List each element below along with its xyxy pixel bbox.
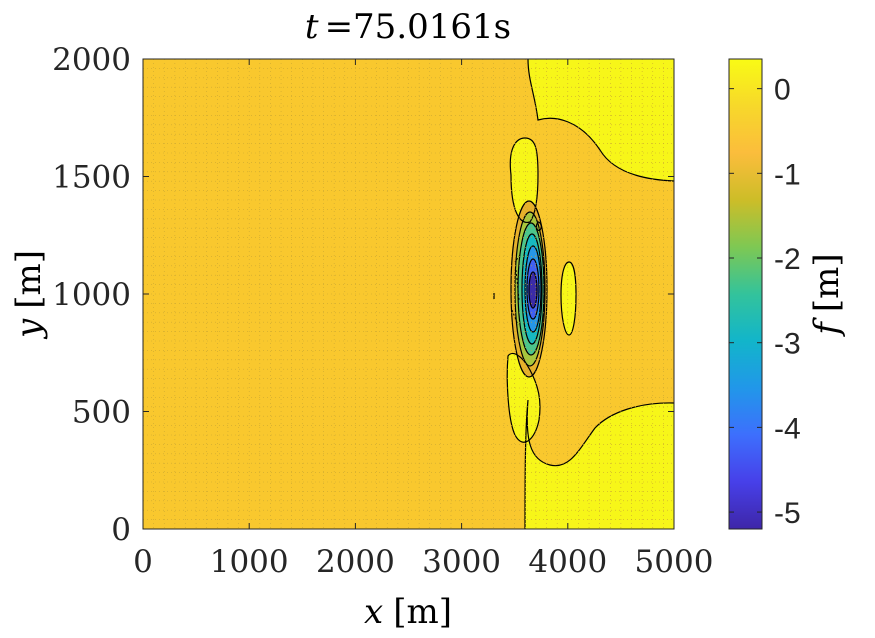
x-axis-var: x — [364, 592, 383, 632]
colorbar-tick-label: -5 — [774, 497, 801, 530]
colorbar-tick-label: -3 — [774, 328, 801, 361]
positive-region — [528, 59, 674, 181]
colorbar-gradient — [728, 58, 763, 530]
y-tick-label: 2000 — [52, 42, 131, 78]
colorbar-label: f [m] — [807, 253, 847, 337]
x-tick-label: 2000 — [316, 544, 395, 580]
y-tick-label: 0 — [111, 512, 131, 548]
colorbar-tick-label: 0 — [774, 74, 791, 107]
colorbar-tick-label: -4 — [774, 412, 801, 445]
x-tick-label: 5000 — [635, 544, 714, 580]
y-axis: 0 500 1000 1500 2000 — [52, 42, 674, 548]
colorbar-tick-label: -2 — [774, 243, 801, 276]
y-tick-label: 500 — [72, 395, 131, 431]
y-tick-label: 1500 — [52, 160, 131, 196]
y-tick-label: 1000 — [52, 277, 131, 313]
title-value: =75.0161s — [325, 7, 512, 47]
x-tick-label: 4000 — [528, 544, 607, 580]
positive-region-lower — [525, 400, 674, 529]
title-var: t — [305, 7, 319, 47]
colorbar-label-var: f — [807, 317, 847, 338]
chart-title: t =75.0161s — [305, 7, 511, 47]
x-axis-label: x [m] — [364, 592, 452, 632]
plot-area — [143, 59, 674, 529]
y-axis-var: y — [9, 318, 49, 340]
x-axis: 0 1000 2000 3000 4000 5000 — [133, 59, 713, 580]
grid-lines — [143, 59, 674, 529]
colorbar-label-unit: [m] — [807, 253, 847, 312]
depression-contours — [493, 200, 548, 378]
x-axis-unit: [m] — [393, 592, 452, 632]
y-axis-label: y [m] — [9, 250, 49, 340]
colorbar-tick-label: -1 — [774, 158, 801, 191]
x-tick-label: 0 — [133, 544, 153, 580]
y-axis-unit: [m] — [9, 250, 49, 309]
x-tick-label: 1000 — [210, 544, 289, 580]
x-tick-label: 3000 — [422, 544, 501, 580]
colorbar: 0 -1 -2 -3 -4 -5 f [m] — [728, 58, 847, 530]
positive-lobe-right — [561, 262, 576, 335]
